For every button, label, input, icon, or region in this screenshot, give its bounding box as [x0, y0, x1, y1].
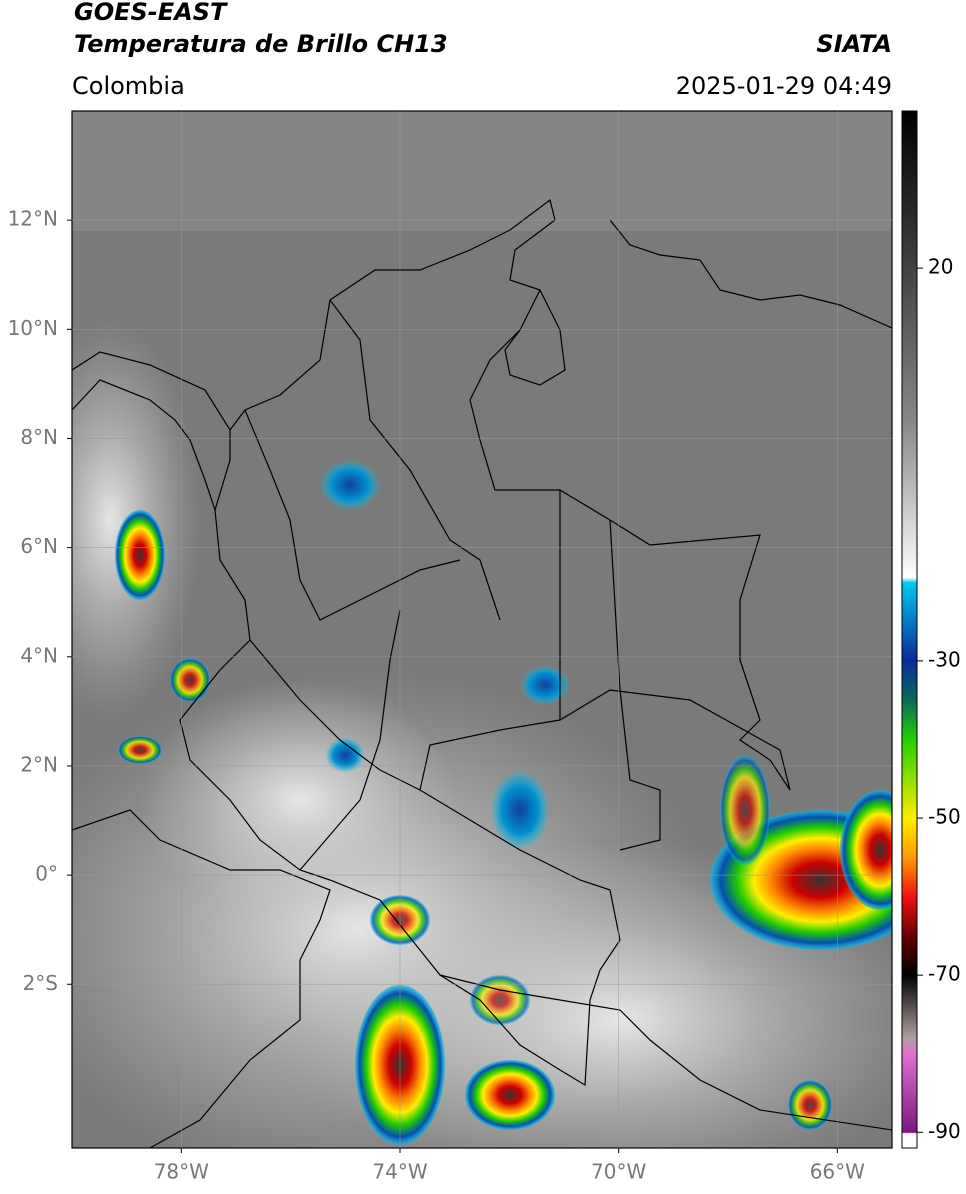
satellite-image	[72, 111, 892, 1148]
lat-tick-label: 8°N	[20, 425, 58, 449]
borders	[72, 198, 892, 1148]
cold-cloud	[520, 665, 570, 705]
lon-tick-label: 66°W	[810, 1160, 865, 1184]
cold-cloud	[320, 460, 380, 510]
colorbar-tick-label: -30	[928, 647, 961, 671]
lat-tick-label: 12°N	[8, 207, 58, 231]
storm	[118, 736, 162, 764]
cold-cloud	[325, 737, 365, 773]
colorbar-tick-label: -90	[928, 1119, 961, 1143]
storm	[170, 658, 210, 702]
map-frame	[71, 110, 893, 1149]
lon-tick-label: 78°W	[154, 1160, 209, 1184]
source: SIATA	[816, 30, 892, 58]
lat-tick-label: 0°	[35, 862, 58, 886]
lat-tick-label: 4°N	[20, 643, 58, 667]
colorbar-tick-label: -50	[928, 805, 961, 829]
storm	[788, 1080, 832, 1130]
lat-tick-label: 6°N	[20, 534, 58, 558]
lon-tick-label: 74°W	[372, 1160, 427, 1184]
cloud	[140, 680, 460, 920]
colorbar-tick-label: 20	[928, 255, 953, 279]
storm	[470, 975, 530, 1025]
storm	[115, 510, 165, 600]
timestamp: 2025-01-29 04:49	[676, 72, 892, 100]
colorbar	[901, 110, 918, 1149]
colorbar-tick-label: -70	[928, 962, 961, 986]
cold-cloud	[490, 770, 550, 850]
lon-tick-label: 70°W	[591, 1160, 646, 1184]
storm	[465, 1060, 555, 1130]
lat-tick-label: 2°N	[20, 752, 58, 776]
product: Temperatura de Brillo CH13	[74, 30, 448, 58]
haze	[72, 111, 892, 231]
region: Colombia	[72, 72, 185, 100]
storm	[720, 755, 770, 865]
lat-tick-label: 2°S	[23, 971, 58, 995]
lat-tick-label: 10°N	[8, 316, 58, 340]
satellite: GOES-EAST	[74, 0, 228, 26]
storm	[840, 790, 892, 910]
